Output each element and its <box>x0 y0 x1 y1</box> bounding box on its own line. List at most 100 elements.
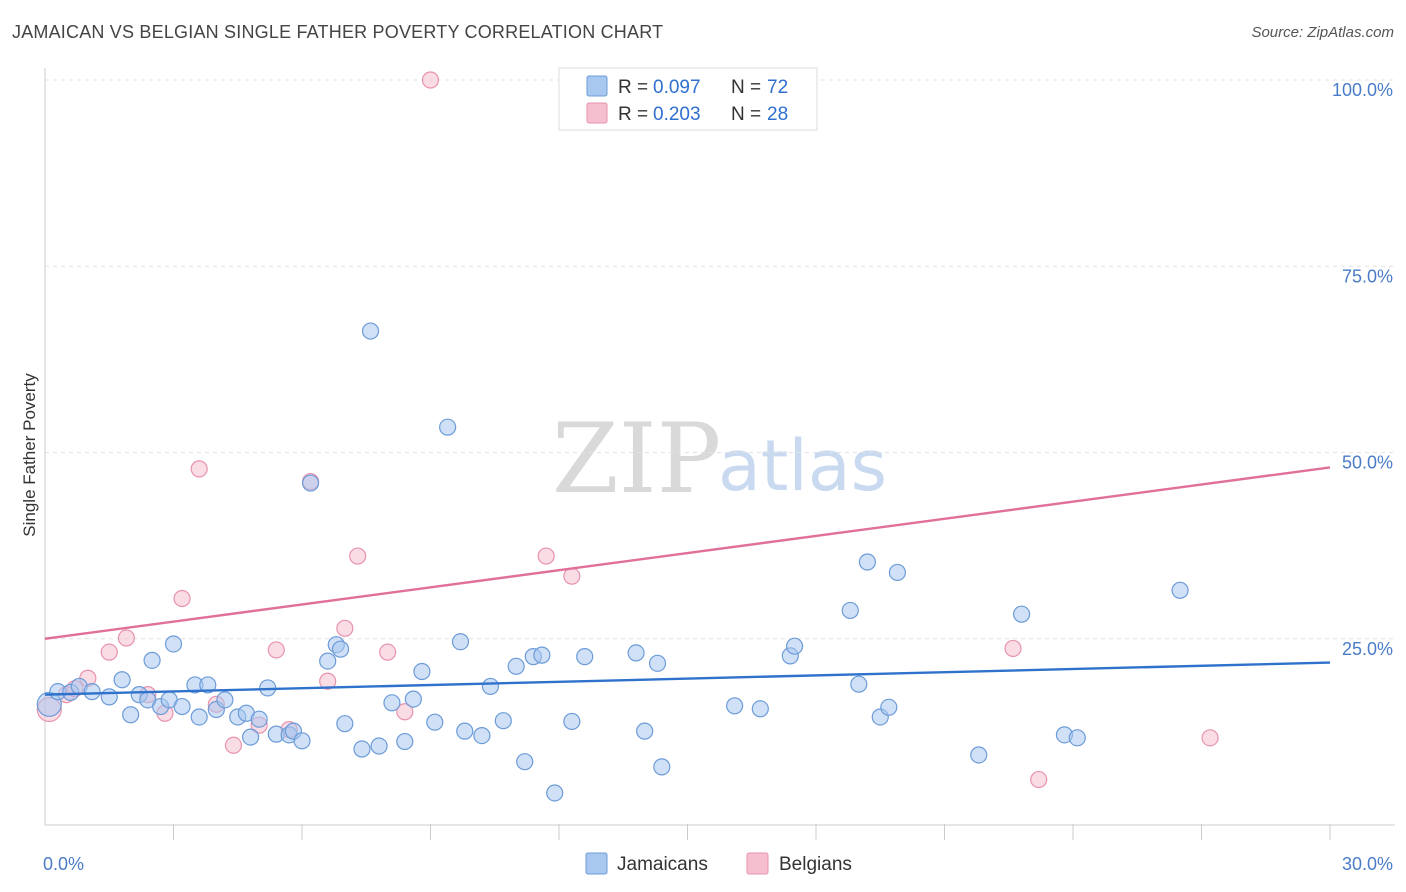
jamaicans-point <box>301 474 320 492</box>
legend-r-value-belgians: 0.203 <box>653 104 701 125</box>
belgians-point <box>396 703 414 721</box>
legend-n-label-belgians: N = <box>731 104 761 125</box>
jamaicans-point <box>361 322 380 340</box>
jamaicans-point <box>336 715 354 733</box>
jamaicans-point <box>331 640 350 658</box>
jamaicans-point <box>546 784 564 802</box>
belgians-point <box>1201 729 1219 747</box>
watermark-zip: ZIP <box>552 403 721 515</box>
jamaicans-point <box>113 671 131 689</box>
jamaicans-point <box>164 635 183 653</box>
legend-swatch-jamaicans <box>586 75 608 97</box>
belgians-point <box>349 547 367 565</box>
jamaicans-point <box>353 740 371 758</box>
y-axis-label: Single Father Poverty <box>20 373 39 537</box>
legend-swatch-belgians <box>586 102 608 124</box>
stats-legend: R = 0.097 N = 72 R = 0.203 N = 28 <box>558 67 818 131</box>
jamaicans-point <box>190 708 208 726</box>
legend-r-value-jamaicans: 0.097 <box>653 77 701 98</box>
jamaicans-point <box>481 677 500 696</box>
jamaicans-point <box>370 737 388 755</box>
jamaicans-point <box>636 722 654 740</box>
legend-n-value-belgians: 28 <box>767 104 788 125</box>
belgians-point <box>537 547 555 565</box>
jamaicans-point <box>516 753 534 771</box>
jamaicans-point <box>143 651 161 669</box>
legend-n-value-jamaicans: 72 <box>767 77 788 98</box>
jamaicans-point <box>242 728 260 746</box>
jamaicans-point <box>122 706 140 724</box>
jamaicans-point <box>1171 581 1189 599</box>
jamaicans-point <box>751 700 769 718</box>
x-tick-label-min: 0.0% <box>43 854 84 874</box>
belgians-point <box>1030 770 1048 789</box>
belgians-point <box>563 567 581 585</box>
jamaicans-point <box>494 712 512 730</box>
jamaicans-point <box>850 675 868 693</box>
belgians-point <box>117 629 135 647</box>
watermark: ZIP atlas <box>552 403 887 515</box>
jamaicans-point <box>576 648 594 666</box>
belgians-point <box>100 643 118 661</box>
jamaicans-point <box>456 722 474 740</box>
legend-n-label-jamaicans: N = <box>731 77 761 98</box>
trend-line-belgians <box>44 466 1331 640</box>
jamaicans-point <box>83 683 101 701</box>
y-tick-label: 100.0% <box>1332 80 1393 100</box>
belgians-point <box>336 619 354 637</box>
belgians-point <box>319 672 337 690</box>
jamaicans-point <box>785 637 804 655</box>
jamaicans-point <box>199 676 217 694</box>
series-legend-label-jamaicans: Jamaicans <box>617 854 708 875</box>
belgians-point <box>190 460 208 478</box>
jamaicans-point <box>533 646 551 664</box>
legend-r-label-jamaicans: R = <box>618 77 648 98</box>
series-legend: Jamaicans Belgians <box>585 852 852 875</box>
jamaicans-point <box>880 698 898 716</box>
belgians-point <box>173 589 191 608</box>
jamaicans-point <box>396 732 414 751</box>
y-tick-label: 25.0% <box>1342 639 1393 659</box>
series-legend-swatch-belgians <box>746 852 769 875</box>
jamaicans-point <box>653 758 671 776</box>
x-tick-labels: 0.0% 30.0% <box>43 854 1393 874</box>
belgians-point <box>224 736 243 754</box>
jamaicans-point <box>970 746 988 764</box>
jamaicans-point <box>858 553 877 571</box>
jamaicans-point <box>319 652 337 670</box>
jamaicans-point <box>726 697 744 715</box>
jamaicans-point <box>451 633 470 651</box>
chart-title: JAMAICAN VS BELGIAN SINGLE FATHER POVERT… <box>12 22 664 42</box>
source-label: Source: ZipAtlas.com <box>1251 24 1394 41</box>
jamaicans-point <box>507 657 525 675</box>
jamaicans-point <box>1068 729 1086 747</box>
jamaicans-point <box>404 690 422 708</box>
belgians-point <box>421 71 440 89</box>
jamaicans-point <box>173 697 191 716</box>
legend-r-label-belgians: R = <box>618 104 648 125</box>
jamaicans-point <box>413 662 431 681</box>
watermark-atlas: atlas <box>718 425 887 507</box>
belgians-point <box>267 641 285 659</box>
jamaicans-point <box>888 563 906 582</box>
jamaicans-point <box>293 732 311 750</box>
y-tick-label: 50.0% <box>1342 453 1393 473</box>
jamaicans-point <box>100 688 118 706</box>
jamaicans-point <box>383 694 401 712</box>
trend-lines <box>44 466 1331 696</box>
jamaicans-point <box>1012 605 1031 623</box>
y-tick-labels: 25.0% 50.0% 75.0% 100.0% <box>1332 80 1393 659</box>
jamaicans-point <box>648 654 667 672</box>
belgians-point <box>379 643 397 661</box>
series-legend-swatch-jamaicans <box>585 852 608 875</box>
series-legend-label-belgians: Belgians <box>779 854 852 875</box>
trend-line-jamaicans <box>44 661 1331 696</box>
y-tick-label: 75.0% <box>1342 266 1393 286</box>
x-tick-label-max: 30.0% <box>1342 854 1393 874</box>
jamaicans-point <box>627 644 645 662</box>
jamaicans-points <box>36 322 1189 802</box>
jamaicans-point <box>426 713 444 731</box>
jamaicans-point <box>250 710 268 728</box>
jamaicans-point <box>563 712 581 731</box>
